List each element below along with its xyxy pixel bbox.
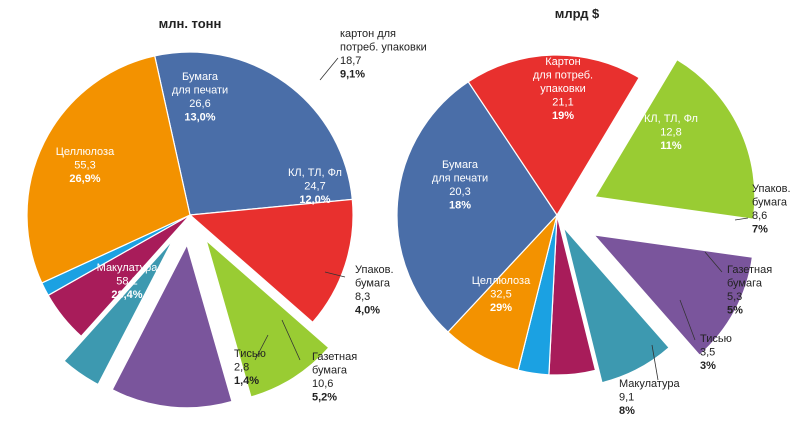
slice-name: Упаков.	[752, 183, 791, 195]
chart-title: млн. тонн	[159, 16, 222, 31]
slice-value: 2,8	[234, 362, 249, 374]
slice-label-бумага-для-печати: Бумага для печати 20,3 18%	[432, 159, 488, 212]
slice-label-целлюлоза: Целлюлоза 55,3 26,9%	[56, 146, 115, 185]
pie-slice-бумага-для-печати	[188, 198, 354, 324]
pie-slice-макулатура	[26, 55, 191, 284]
slice-label-упаков-бумага: Упаков. бумага 8,6 7%	[752, 183, 791, 236]
slice-name: упаковки	[540, 83, 585, 95]
pie-slice-картон-для-потреб-упаковки	[204, 238, 330, 398]
leader-line-газетная-бумага	[704, 251, 723, 273]
slice-percent: 7%	[752, 224, 768, 236]
slice-name: бумага	[312, 365, 348, 377]
slice-value: 5,3	[727, 291, 742, 303]
slice-value: 58,2	[116, 276, 137, 288]
slice-value: 55,3	[74, 160, 95, 172]
leader-line-упаков-бумага	[324, 271, 346, 278]
leader-line-картон-для-потреб-упаковки	[319, 57, 339, 81]
slice-name: КЛ, ТЛ, Фл	[644, 113, 698, 125]
slice-percent: 19%	[552, 110, 574, 122]
slice-percent: 8%	[619, 405, 635, 417]
slice-value: 24,7	[304, 181, 325, 193]
slice-name: Газетная	[727, 264, 772, 276]
slice-percent: 28,4%	[111, 289, 142, 301]
pie-slice-упаков-бумага	[562, 227, 670, 384]
slice-value: 26,6	[189, 98, 210, 110]
slice-name: Макулатура	[619, 378, 681, 390]
slice-value: 18,7	[340, 55, 361, 67]
pie-slice-целлюлоза	[153, 51, 353, 216]
slice-percent: 3%	[700, 360, 716, 372]
slice-name: Тисью	[234, 348, 266, 360]
slice-label-макулатура: Макулатура 58,2 28,4%	[97, 262, 159, 301]
slice-name: Картон	[545, 56, 581, 68]
slice-name: для печати	[172, 85, 228, 97]
chart-title: млрд $	[555, 6, 600, 21]
slice-name: бумага	[752, 197, 788, 209]
slice-name: Бумага	[182, 71, 219, 83]
slice-label-тисью: Тисью 2,8 1,4%	[234, 348, 266, 387]
slice-value: 8,3	[355, 291, 370, 303]
slice-percent: 12,0%	[299, 194, 330, 206]
slice-label-тисью: Тисью 3,5 3%	[700, 333, 732, 372]
slice-name: бумага	[727, 278, 763, 290]
slice-percent: 18%	[449, 200, 471, 212]
slice-name: Тисью	[700, 333, 732, 345]
slice-label-бумага-для-печати: Бумага для печати 26,6 13,0%	[172, 71, 228, 124]
slice-name: КЛ, ТЛ, Фл	[288, 167, 342, 179]
pie-chart-1: Целлюлоза 55,3 26,9% Бумага для печати 26,6 13…	[26, 16, 427, 409]
slice-percent: 26,9%	[69, 173, 100, 185]
slice-name: картон для	[340, 28, 396, 40]
slice-percent: 29%	[490, 302, 512, 314]
slice-value: 3,5	[700, 347, 715, 359]
slice-value: 32,5	[490, 289, 511, 301]
leader-line-тисью	[679, 299, 696, 341]
slice-value: 8,6	[752, 210, 767, 222]
leader-line-тисью	[254, 334, 269, 361]
slice-name: потреб. упаковки	[340, 42, 427, 54]
slice-label-упаков-бумага: Упаков. бумага 8,3 4,0%	[355, 264, 394, 317]
slice-name: Упаков.	[355, 264, 394, 276]
slice-percent: 5%	[727, 305, 743, 317]
slice-label-картон-для-потреб-упаковки: картон для потреб. упаковки 18,7 9,1%	[340, 28, 427, 81]
slice-value: 9,1	[619, 392, 634, 404]
pie-slice-кл-тл-фл	[111, 243, 233, 409]
pie-slice-целлюлоза	[396, 80, 558, 333]
slice-name: бумага	[355, 278, 391, 290]
pie-chart-2: Картон для потреб. упаковки 21,1 19% КЛ, ТЛ, …	[396, 6, 791, 417]
slice-name: Макулатура	[97, 262, 159, 274]
slice-percent: 13,0%	[184, 112, 215, 124]
slice-value: 20,3	[449, 186, 470, 198]
leader-line-макулатура	[651, 344, 659, 381]
slice-value: 21,1	[552, 97, 573, 109]
slice-value: 10,6	[312, 378, 333, 390]
leader-line-упаков-бумага	[734, 217, 749, 221]
pie-slice-кл-тл-фл	[592, 234, 754, 357]
pie-slice-бумага-для-печати	[467, 54, 641, 217]
slice-label-кл-тл-фл: КЛ, ТЛ, Фл 12,8 11%	[644, 113, 698, 152]
slice-label-картон-для-потреб-упаковки: Картон для потреб. упаковки 21,1 19%	[533, 56, 593, 122]
slice-name: Целлюлоза	[56, 146, 115, 158]
slice-value: 12,8	[660, 127, 681, 139]
slice-percent: 5,2%	[312, 392, 337, 404]
slice-name: для потреб.	[533, 70, 593, 82]
slice-percent: 11%	[660, 140, 682, 152]
leader-line-газетная-бумага	[281, 319, 301, 361]
slice-label-кл-тл-фл: КЛ, ТЛ, Фл 24,7 12,0%	[288, 167, 342, 206]
pie-slice-упаков-бумага	[63, 239, 174, 386]
slice-name: Газетная	[312, 351, 357, 363]
slice-label-газетная-бумага: Газетная бумага 10,6 5,2%	[312, 351, 357, 404]
slice-label-целлюлоза: Целлюлоза 32,5 29%	[472, 275, 531, 314]
slice-percent: 4,0%	[355, 305, 380, 317]
slice-percent: 9,1%	[340, 69, 365, 81]
pie-slice-картон-для-потреб-упаковки	[593, 58, 756, 220]
slice-label-макулатура: Макулатура 9,1 8%	[619, 378, 681, 417]
slice-name: для печати	[432, 173, 488, 185]
slice-name: Бумага	[442, 159, 479, 171]
slice-name: Целлюлоза	[472, 275, 531, 287]
slice-percent: 1,4%	[234, 375, 259, 387]
slice-label-газетная-бумага: Газетная бумага 5,3 5%	[727, 264, 772, 317]
